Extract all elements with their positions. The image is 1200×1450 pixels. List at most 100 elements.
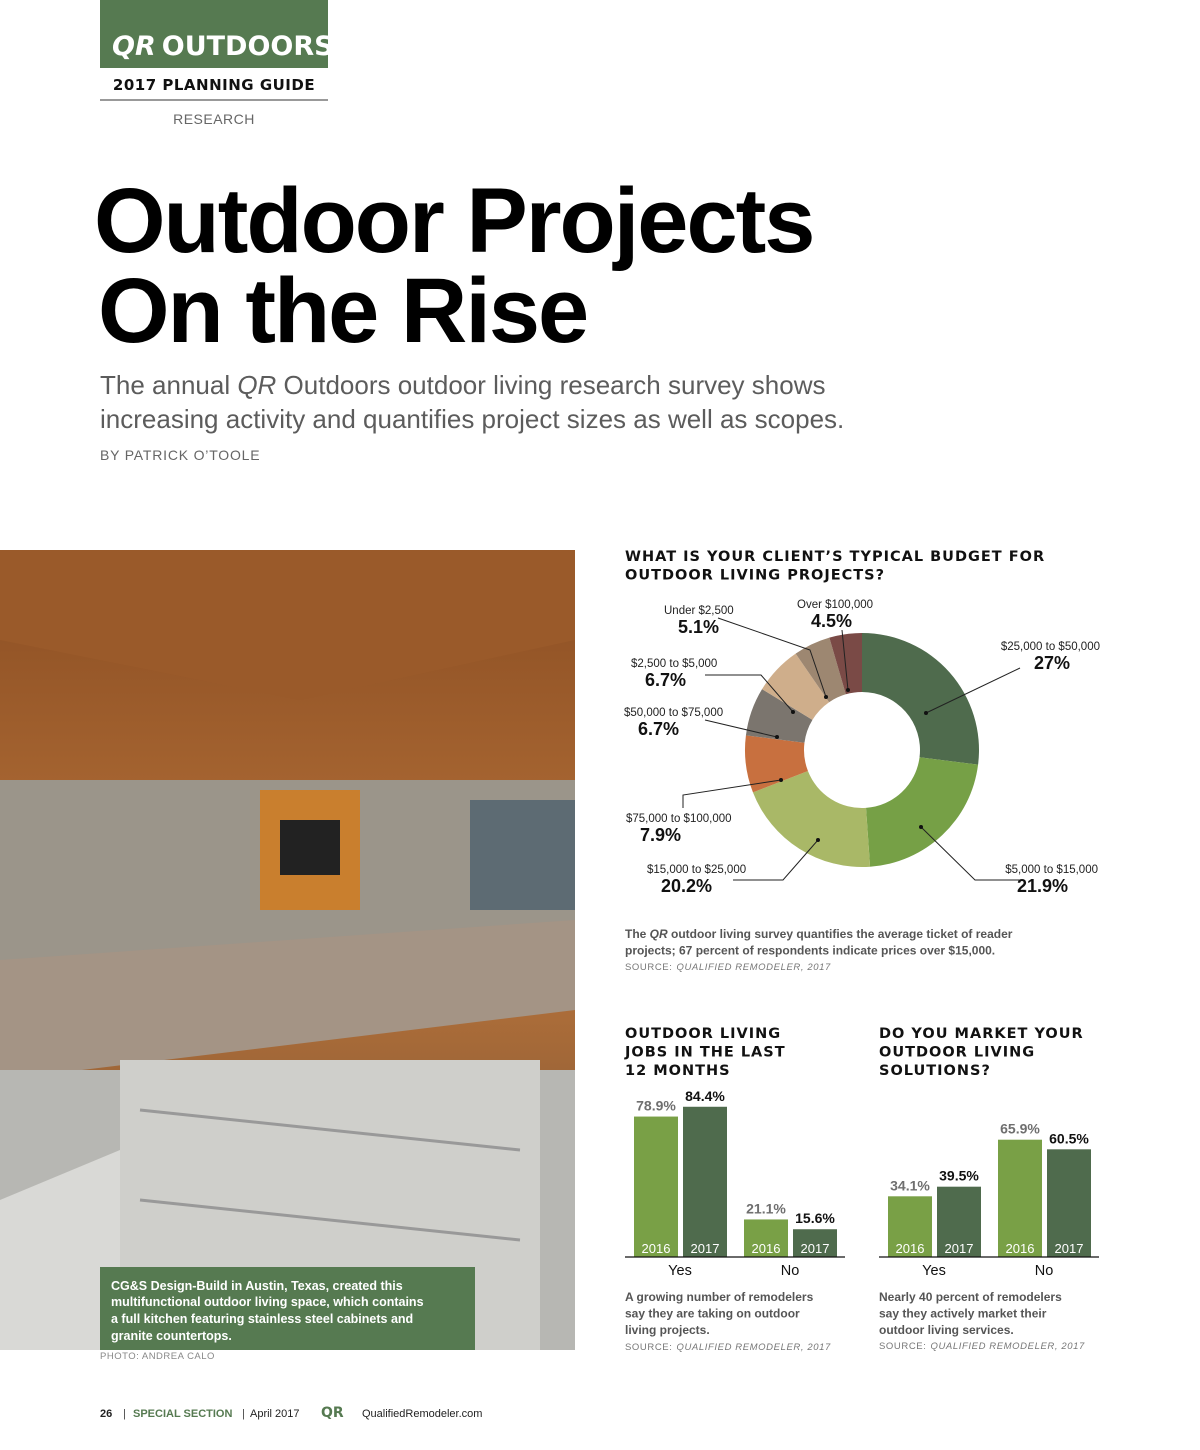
source-label: SOURCE: xyxy=(625,962,672,973)
series-name: 2017 xyxy=(1055,1241,1084,1256)
chart-caption: outdoor living services. xyxy=(879,1323,1014,1337)
bar-value: 78.9% xyxy=(636,1098,676,1114)
guide: 2017 PLANNING GUIDE xyxy=(113,76,315,94)
chart-title: DO YOU MARKET YOUR xyxy=(879,1026,1084,1042)
photo-caption: granite countertops. xyxy=(111,1329,232,1343)
subtitle-line: increasing activity and quantifies proje… xyxy=(100,404,844,434)
slice-label: $50,000 to $75,000 xyxy=(624,707,723,719)
donut-slice xyxy=(745,689,813,743)
leader-line xyxy=(925,667,1021,714)
leader-dot xyxy=(824,695,828,699)
chart-title: OUTDOOR LIVING xyxy=(879,1045,1035,1061)
bar xyxy=(634,1116,678,1257)
caption-part: The xyxy=(625,927,650,941)
title-line: Outdoor Projects xyxy=(94,170,813,272)
slice-value: 6.7% xyxy=(645,670,686,690)
subtitle-part: The annual xyxy=(100,370,237,400)
donut-slice xyxy=(795,637,846,703)
category-label: No xyxy=(1035,1263,1054,1279)
slice-label: $25,000 to $50,000 xyxy=(1001,641,1100,653)
leader-dot xyxy=(791,710,795,714)
footer-url: QualifiedRemodeler.com xyxy=(362,1408,482,1420)
series-name: 2016 xyxy=(752,1241,781,1256)
page-number: 26 xyxy=(100,1408,112,1420)
subtitle-part: increasing activity and quantifies proje… xyxy=(100,404,844,434)
bar-value: 60.5% xyxy=(1049,1130,1089,1146)
chart-caption: say they are taking on outdoor xyxy=(625,1307,800,1321)
subtitle-part: Outdoors outdoor living research survey … xyxy=(276,370,825,400)
donut-slice xyxy=(752,771,871,867)
separator: | xyxy=(242,1408,245,1420)
series-name: 2017 xyxy=(801,1241,830,1256)
donut-slice xyxy=(862,633,979,765)
slice-value: 21.9% xyxy=(1017,876,1068,896)
series-name: 2016 xyxy=(642,1241,671,1256)
source-name: QUALIFIED REMODELER, 2017 xyxy=(676,1342,830,1353)
chart-caption: projects; 67 percent of respondents indi… xyxy=(625,944,995,958)
slice-label: $15,000 to $25,000 xyxy=(647,864,746,876)
chart-title: SOLUTIONS? xyxy=(879,1063,991,1079)
chart-title: OUTDOOR LIVING PROJECTS? xyxy=(625,568,885,584)
source-name: QUALIFIED REMODELER, 2017 xyxy=(930,1341,1084,1352)
leader-line xyxy=(717,617,827,698)
slice-value: 6.7% xyxy=(638,719,679,739)
footer-logo: QR xyxy=(321,1405,344,1421)
leader-line xyxy=(733,839,819,881)
source-label: SOURCE: xyxy=(625,1342,672,1353)
leader-dot xyxy=(846,688,850,692)
bar xyxy=(683,1106,727,1257)
slice-label: Over $100,000 xyxy=(797,599,873,611)
chart-caption: living projects. xyxy=(625,1323,710,1337)
category-label: No xyxy=(781,1263,800,1279)
bar xyxy=(888,1196,932,1257)
slice-value: 4.5% xyxy=(811,611,852,631)
chart-title: JOBS IN THE LAST xyxy=(624,1045,786,1061)
slice-value: 5.1% xyxy=(678,617,719,637)
category-label: Yes xyxy=(668,1263,692,1279)
photo-caption: CG&S Design-Build in Austin, Texas, crea… xyxy=(111,1279,403,1293)
slice-label: $75,000 to $100,000 xyxy=(626,813,732,825)
photo-caption: multifunctional outdoor living space, wh… xyxy=(111,1295,424,1309)
brand: QR OUTDOORS xyxy=(112,31,334,62)
donut-slice xyxy=(866,757,979,867)
bar xyxy=(744,1219,788,1257)
subtitle-part: QR xyxy=(237,370,276,400)
subtitle-line: The annual QR Outdoors outdoor living re… xyxy=(100,370,825,400)
series-name: 2016 xyxy=(896,1241,925,1256)
title-line: On the Rise xyxy=(98,260,587,362)
series-name: 2016 xyxy=(1006,1241,1035,1256)
category-label: Yes xyxy=(922,1263,946,1279)
bar-value: 84.4% xyxy=(685,1088,725,1104)
byline: BY PATRICK O’TOOLE xyxy=(100,447,260,463)
bar xyxy=(1047,1149,1091,1257)
leader-dot xyxy=(919,825,923,829)
bar-value: 39.5% xyxy=(939,1168,979,1184)
photo-credit: PHOTO: ANDREA CALO xyxy=(100,1351,215,1362)
bar-value: 21.1% xyxy=(746,1200,786,1216)
chart-caption: A growing number of remodelers xyxy=(625,1290,814,1304)
chart-caption: The QR outdoor living survey quantifies … xyxy=(625,927,1013,941)
brand-word: OUTDOORS xyxy=(162,31,334,62)
caption-part: outdoor living survey quantifies the ave… xyxy=(668,927,1013,941)
leader-line xyxy=(841,629,849,691)
chart-caption: Nearly 40 percent of remodelers xyxy=(879,1290,1062,1304)
chart-title: 12 MONTHS xyxy=(625,1063,731,1079)
leader-dot xyxy=(924,711,928,715)
chart-title: OUTDOOR LIVING xyxy=(625,1026,781,1042)
chart-caption: say they actively market their xyxy=(879,1307,1047,1321)
caption-box xyxy=(100,1267,475,1350)
footer-date: April 2017 xyxy=(250,1408,300,1420)
leader-dot xyxy=(779,778,783,782)
leader-line xyxy=(920,826,1020,881)
bar-value: 15.6% xyxy=(795,1210,835,1226)
caption-part: projects; 67 percent of respondents indi… xyxy=(625,944,995,958)
slice-value: 27% xyxy=(1034,653,1070,673)
caption-part: QR xyxy=(650,927,668,941)
brand-italic: QR xyxy=(112,31,156,62)
photo-caption: a full kitchen featuring stainless steel… xyxy=(111,1312,413,1326)
leader-line xyxy=(705,674,794,713)
separator: | xyxy=(123,1408,126,1420)
source-name: QUALIFIED REMODELER, 2017 xyxy=(676,962,830,973)
donut-slice xyxy=(762,653,830,720)
